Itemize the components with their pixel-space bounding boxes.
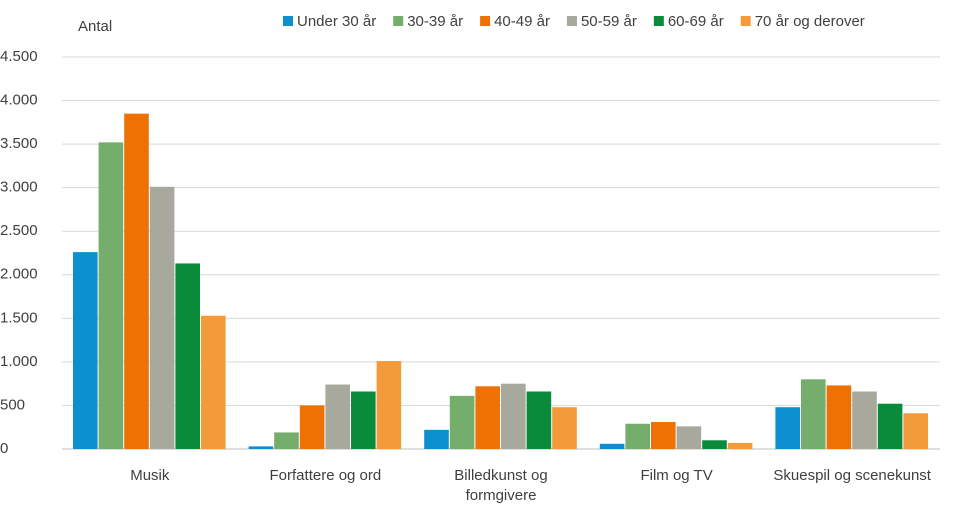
bar <box>299 405 325 449</box>
bar <box>149 186 175 449</box>
bar <box>475 386 500 449</box>
y-tick-label: 2.500 <box>0 222 38 239</box>
bar <box>351 391 376 449</box>
y-tick-label: 1.000 <box>0 353 38 370</box>
legend-label: 60-69 år <box>668 13 724 30</box>
bar <box>73 252 98 449</box>
y-tick-label: 2.000 <box>0 266 38 283</box>
bar <box>175 263 200 449</box>
y-tick-label: 3.500 <box>0 135 38 152</box>
bar <box>424 429 449 449</box>
bar <box>702 440 727 449</box>
legend-label: 30-39 år <box>407 13 463 30</box>
x-tick-label: Billedkunst og formgivere <box>454 467 548 504</box>
bar <box>526 391 552 449</box>
legend-label: 50-59 år <box>581 13 637 30</box>
legend-label: Under 30 år <box>297 13 376 30</box>
y-tick-label: 500 <box>0 396 25 413</box>
bar <box>727 442 753 449</box>
y-tick-label: 4.000 <box>0 92 38 109</box>
legend-swatch <box>283 16 293 26</box>
legend-label: 70 år og derover <box>755 13 865 30</box>
y-tick-label: 0 <box>0 440 8 457</box>
bar <box>325 384 350 449</box>
bar <box>826 385 852 449</box>
bar <box>449 395 475 449</box>
legend-swatch <box>740 16 751 26</box>
bar <box>651 421 676 449</box>
bar <box>124 113 149 449</box>
bar <box>625 423 650 449</box>
legend-swatch <box>566 16 577 26</box>
bar <box>201 315 226 449</box>
legend-swatch <box>653 16 664 26</box>
y-axis-label: Antal <box>78 18 112 35</box>
bar <box>376 361 402 449</box>
legend-label: 40-49 år <box>494 13 550 30</box>
bar <box>903 413 928 449</box>
legend-swatch <box>393 16 404 26</box>
bar <box>552 407 577 449</box>
bar <box>274 432 299 449</box>
x-tick-label: Forfattere og ord <box>269 467 382 484</box>
x-tick-label: Musik <box>130 467 170 484</box>
bar <box>877 403 903 449</box>
x-tick-label: Skuespil og scenekunst <box>773 467 931 484</box>
bar <box>248 446 274 449</box>
bar <box>852 391 877 449</box>
bar <box>501 383 526 449</box>
y-tick-label: 1.500 <box>0 309 38 326</box>
bar <box>599 443 625 449</box>
bar <box>98 142 124 449</box>
bar <box>801 379 826 449</box>
y-tick-label: 4.500 <box>0 48 38 65</box>
legend-swatch <box>480 16 491 26</box>
bar <box>775 407 800 449</box>
bar <box>676 426 702 449</box>
y-tick-label: 3.000 <box>0 179 38 196</box>
x-tick-label: Film og TV <box>640 467 713 484</box>
